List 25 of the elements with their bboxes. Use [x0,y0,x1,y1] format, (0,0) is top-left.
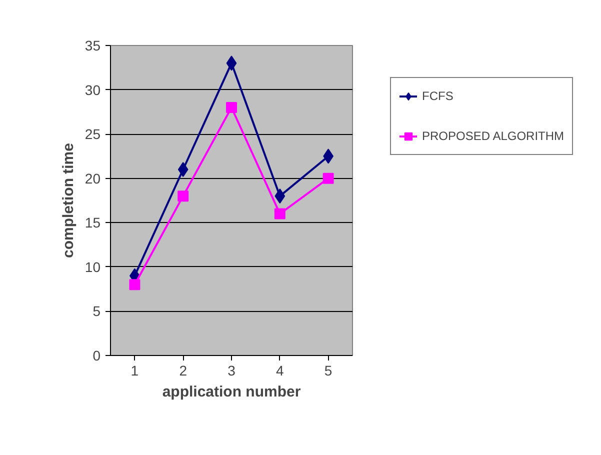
legend-label: FCFS [422,89,454,103]
x-tick-label: 4 [276,362,284,378]
x-tick-label: 1 [130,362,139,378]
y-tick-label: 35 [84,38,101,54]
y-tick-label: 0 [92,348,101,364]
point [178,190,189,202]
y-tick-label: 15 [84,214,101,231]
point [226,102,237,113]
point [274,208,286,220]
y-tick-label: 20 [84,170,101,186]
x-tick-label: 5 [324,362,332,378]
y-tick-label: 5 [92,303,101,320]
x-tick-label: 3 [228,362,236,378]
point [322,172,334,184]
y-tick-label: 25 [84,126,101,142]
point [274,188,286,204]
y-tick-label: 30 [84,82,101,98]
point [226,56,237,71]
y-tick-label: 10 [84,258,101,275]
x-tick-label: 2 [179,362,188,378]
y-axis-title: completion time [60,142,77,258]
point [178,162,188,177]
point [129,279,140,290]
x-axis-title: application number [162,384,301,400]
legend-label: PROPOSED ALGORITHM [422,129,564,143]
